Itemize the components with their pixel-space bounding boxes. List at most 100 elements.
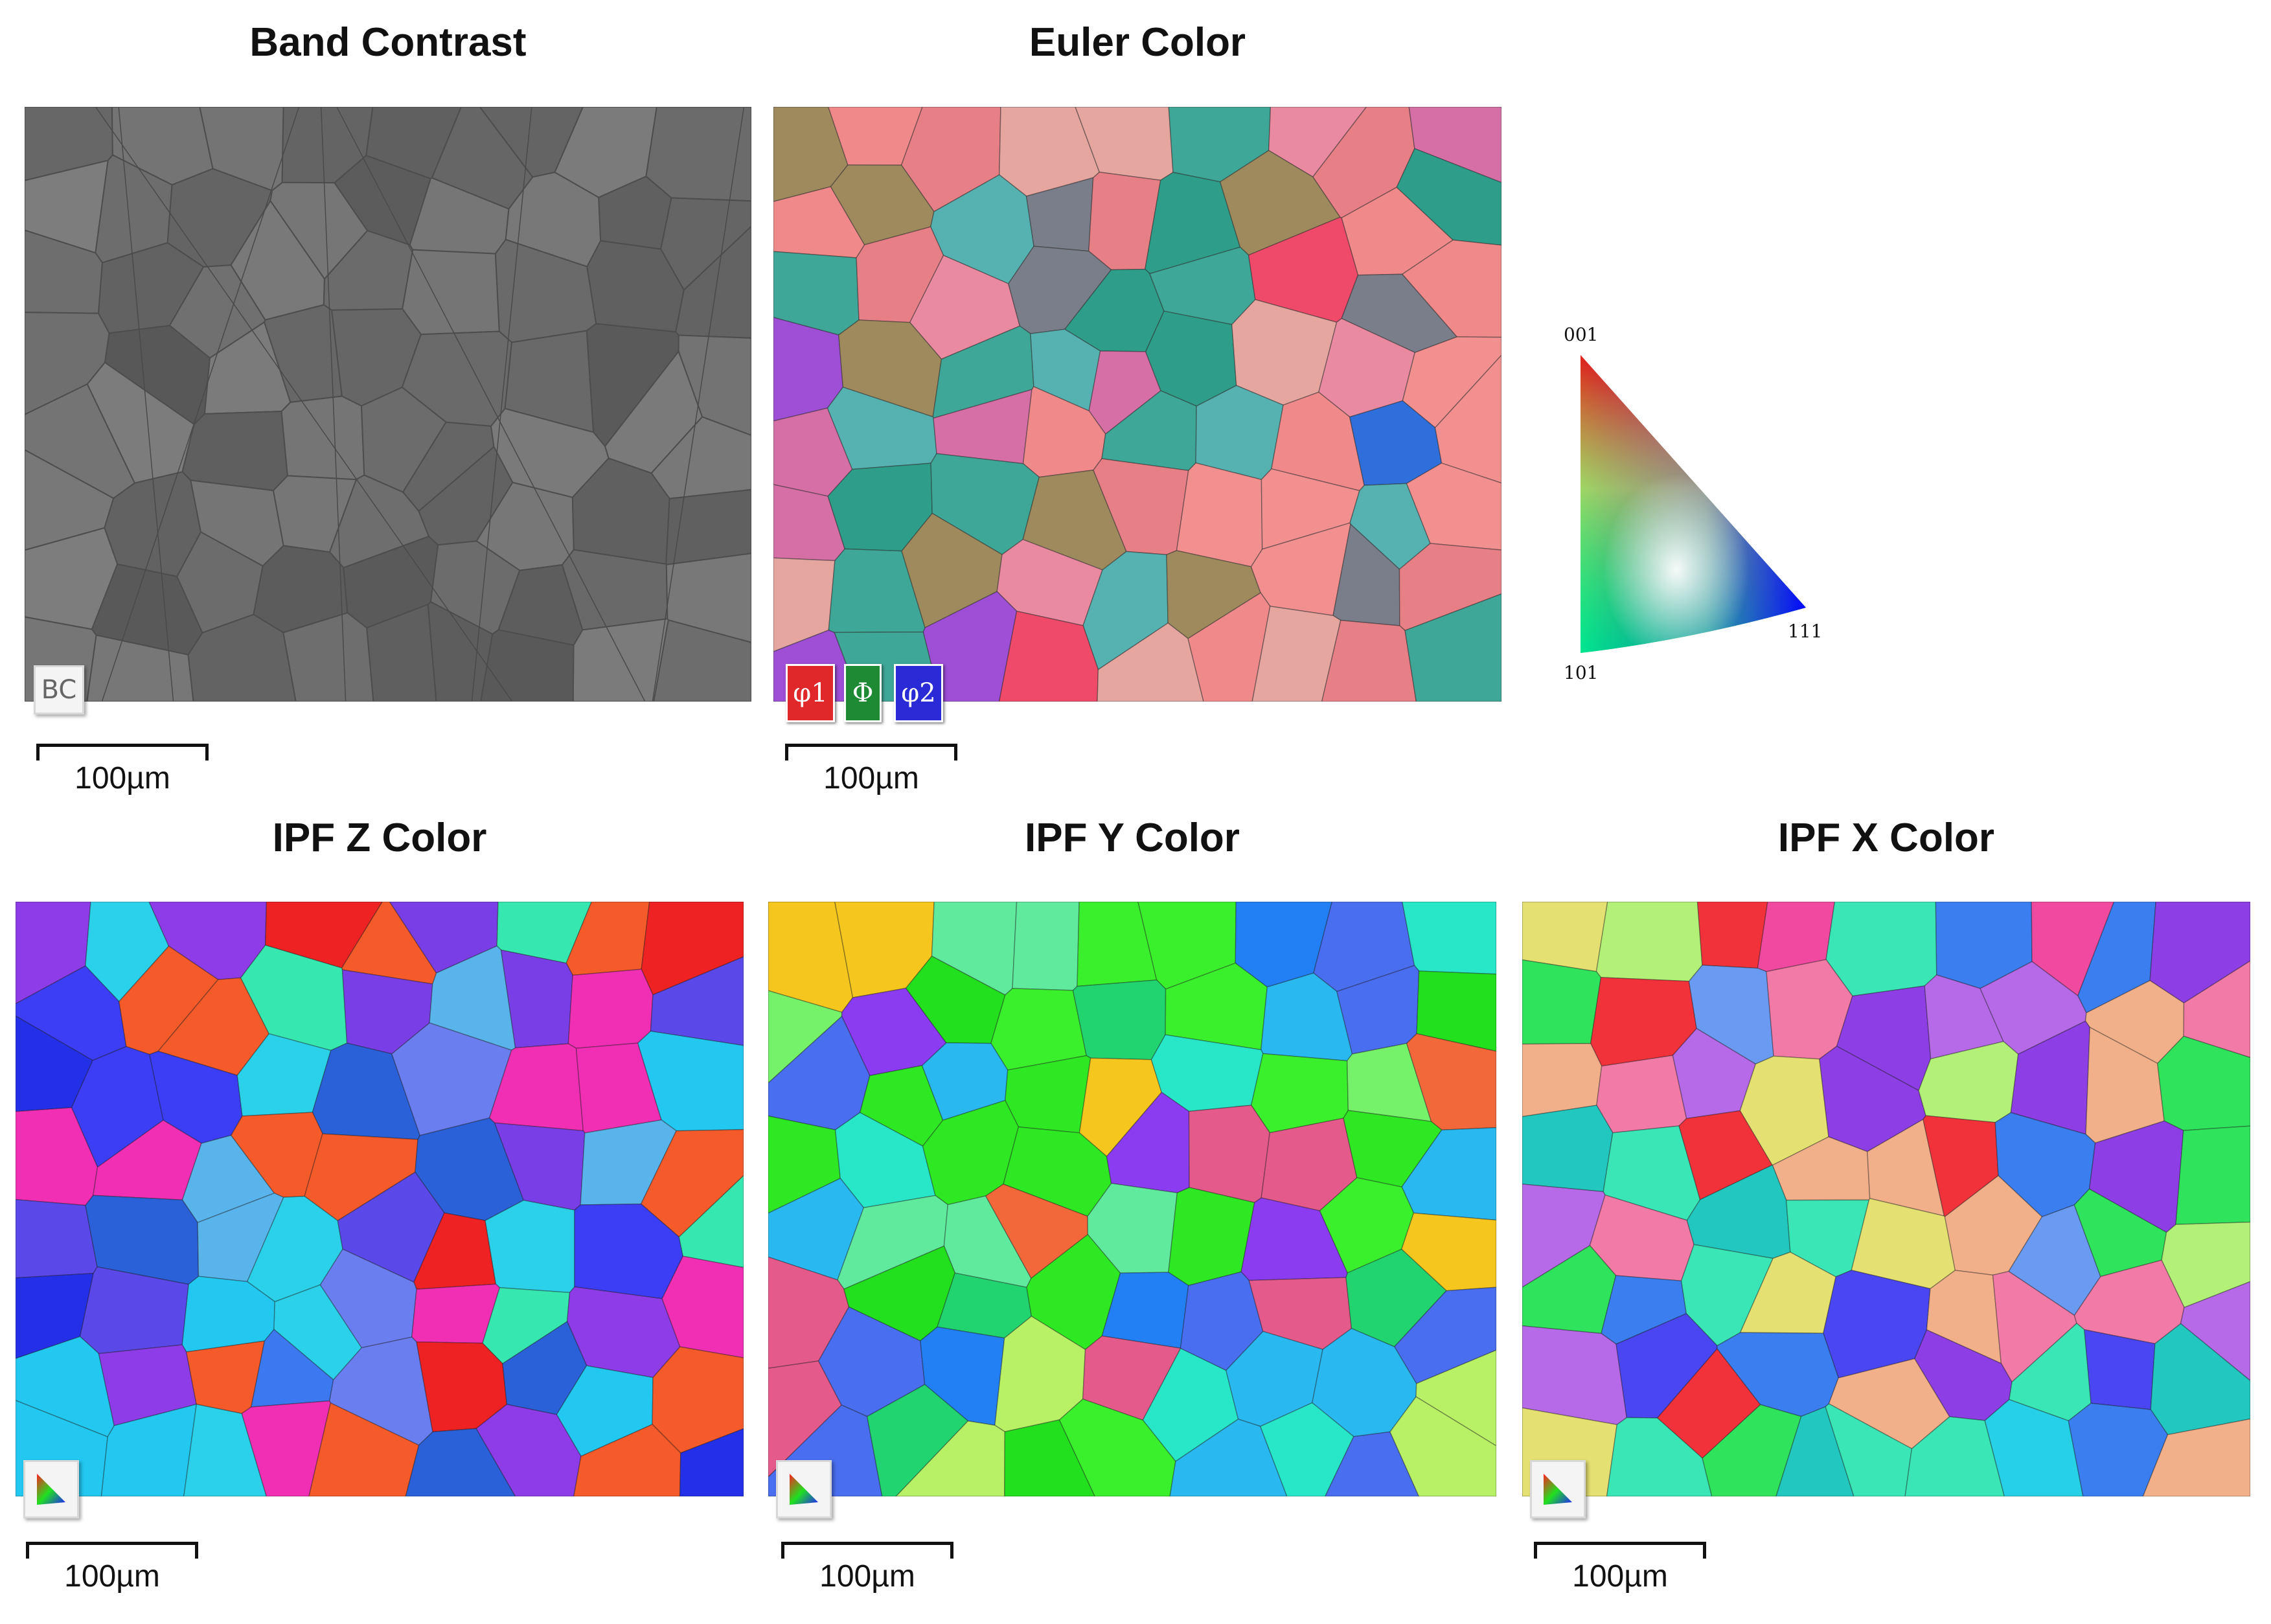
grain (500, 949, 573, 1049)
ipf-z-map (16, 902, 744, 1496)
legend-001: 001 (1564, 324, 1599, 345)
scale-bar-label: 100µm (823, 761, 919, 795)
grain (1401, 239, 1501, 338)
grain (1165, 962, 1268, 1051)
grain (900, 107, 1001, 212)
grain (413, 1212, 497, 1290)
grain (496, 902, 593, 964)
grain (1595, 902, 1703, 982)
euler-key-phi1: φ1 (786, 664, 835, 722)
grain (240, 944, 348, 1051)
ipf-x-map (1522, 902, 2250, 1496)
grain (1522, 1104, 1614, 1193)
bc-badge-label: BC (41, 675, 77, 705)
ipf-triangle-svg (1581, 355, 1806, 653)
grain (1097, 622, 1204, 702)
grain (1739, 1252, 1837, 1334)
scale-bar-label: 100µm (819, 1559, 915, 1594)
grain (1823, 1270, 1931, 1379)
grain (308, 1402, 420, 1496)
scale-bar-label: 100µm (74, 761, 170, 795)
ipf-y-map (768, 902, 1496, 1496)
scale-bar-line (781, 1542, 953, 1559)
grain (566, 1286, 681, 1378)
grain (661, 1255, 744, 1358)
scale-bar-label: 100µm (1572, 1559, 1668, 1594)
band-contrast-scalebar: 100µm (36, 744, 209, 795)
grain (679, 1428, 744, 1496)
band-contrast-image (25, 107, 751, 702)
ipf-z-scalebar: 100µm (26, 1542, 198, 1594)
grain (1026, 1233, 1121, 1351)
scratch-line (320, 107, 347, 702)
mini-triangle-svg (790, 1474, 818, 1505)
ipf-triangle (1581, 355, 1809, 653)
grain (485, 1200, 575, 1294)
grain (1324, 1431, 1420, 1496)
ipf-y-scalebar: 100µm (781, 1542, 953, 1594)
ipf-x-image (1522, 902, 2250, 1496)
grain (653, 619, 751, 702)
ipf-x-title: IPF X Color (1777, 816, 1995, 860)
grain (1702, 1404, 1802, 1496)
grain (1075, 107, 1174, 181)
grain (1261, 1117, 1358, 1211)
grain (1332, 523, 1400, 626)
grain (1836, 985, 1932, 1092)
grain (1250, 522, 1351, 617)
grain (1522, 1244, 1617, 1334)
grain (280, 395, 365, 481)
grain (1980, 961, 2087, 1055)
grain (405, 1428, 516, 1496)
grain (905, 955, 1006, 1044)
grain (250, 1329, 334, 1408)
band-contrast-title: Band Contrast (249, 20, 527, 65)
euler-key-Phi: Φ (844, 664, 882, 722)
ipf-z-triangle-icon (23, 1460, 79, 1518)
grain (2084, 1329, 2156, 1410)
legend-101: 101 (1564, 662, 1599, 683)
euler-key-phi2: φ2 (894, 664, 943, 722)
euler-title: Euler Color (1029, 20, 1246, 65)
grain (1404, 593, 1501, 702)
ipf-z-image (16, 902, 744, 1496)
grain (1188, 1104, 1271, 1204)
euler-image (773, 107, 1501, 702)
grain (1346, 1042, 1432, 1123)
grain (2077, 902, 2156, 1014)
grain (337, 1171, 445, 1283)
grain (773, 107, 849, 202)
scratch-line (652, 107, 745, 702)
legend-111: 111 (1788, 621, 1823, 642)
grain (1522, 1325, 1628, 1426)
grain (1688, 965, 1774, 1065)
grain (1235, 902, 1333, 988)
grain (998, 610, 1099, 702)
grain (2149, 902, 2250, 1004)
euler-map (773, 107, 1501, 702)
grain (1142, 1347, 1239, 1463)
grain (768, 1178, 865, 1281)
grain (1248, 216, 1359, 323)
grain (567, 968, 654, 1049)
grain (1088, 350, 1161, 435)
grain (1739, 1055, 1829, 1166)
scale-bar-line (1534, 1542, 1706, 1559)
grain (1389, 1396, 1496, 1496)
scratch-line (95, 107, 513, 702)
grain (488, 1043, 584, 1132)
grain (1696, 902, 1768, 969)
grain (909, 255, 1021, 360)
euler-scalebar: 100µm (785, 744, 957, 795)
grain (1406, 463, 1501, 551)
scratch-line (118, 107, 174, 702)
grain (645, 107, 751, 202)
grain (1402, 902, 1496, 975)
scale-bar-label: 100µm (64, 1559, 160, 1594)
grain (1924, 974, 2005, 1060)
grain (1904, 1416, 2005, 1496)
grain (574, 1203, 684, 1299)
grain (827, 386, 937, 470)
grain (901, 512, 1003, 629)
grain (16, 1198, 98, 1279)
